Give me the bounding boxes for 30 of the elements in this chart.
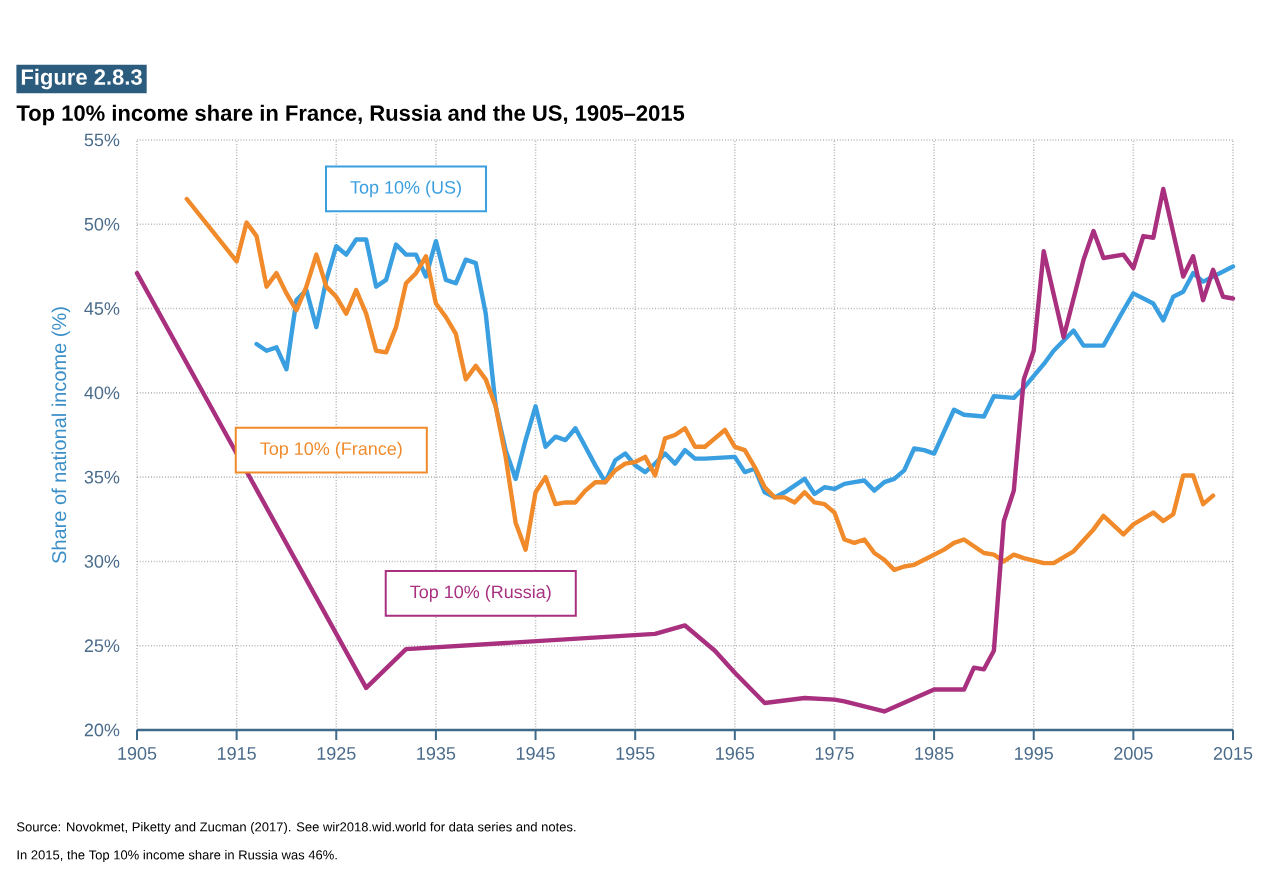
x-tick-label: 1985: [915, 747, 954, 760]
line-series: [184, 196, 1216, 573]
y-tick-label: 50%: [84, 217, 120, 231]
y-tick-label: 25%: [84, 639, 120, 653]
source-note: Source: Novokmet, Piketty and Zucman (2017). See wir2018.wid.world for data series and notes.: [17, 821, 576, 835]
x-tick-label: 2005: [1114, 747, 1153, 760]
x-tick-label: 1955: [616, 747, 655, 760]
line-series: [254, 237, 1236, 500]
chart-subtitle: Top 10% income share in France, Russia and the US, 1905–2015: [16, 104, 685, 126]
text: Top 10% (US): [350, 180, 461, 198]
x-tick-label: 1975: [815, 747, 854, 760]
y-tick-label: 45%: [84, 302, 120, 315]
text: Top 10% (France): [260, 441, 402, 459]
x-tick-label: 1925: [317, 747, 356, 760]
y-tick-label: 40%: [84, 386, 120, 400]
x-tick-label: 2015: [1213, 747, 1253, 760]
x-tick-label: 1945: [516, 747, 555, 760]
x-tick-label: 1995: [1015, 747, 1053, 760]
chart-title: Figure 2.8.3: [21, 68, 142, 90]
x-tick-label: 1965: [716, 747, 755, 760]
x-tick-label: 1915: [218, 747, 256, 760]
text: Top 10% (Russia): [410, 585, 551, 602]
y-tick-label: 55%: [84, 133, 120, 147]
y-tick-label: 35%: [84, 470, 120, 484]
text: In 2015, the Top 10% income share in Russia was 46%.: [17, 849, 337, 863]
y-axis-title: Share of national income (%): [51, 307, 71, 564]
y-tick-label: 20%: [84, 723, 120, 737]
y-tick-label: 30%: [84, 555, 120, 568]
x-tick-label: 1905: [118, 747, 157, 760]
x-tick-label: 1935: [417, 747, 456, 760]
